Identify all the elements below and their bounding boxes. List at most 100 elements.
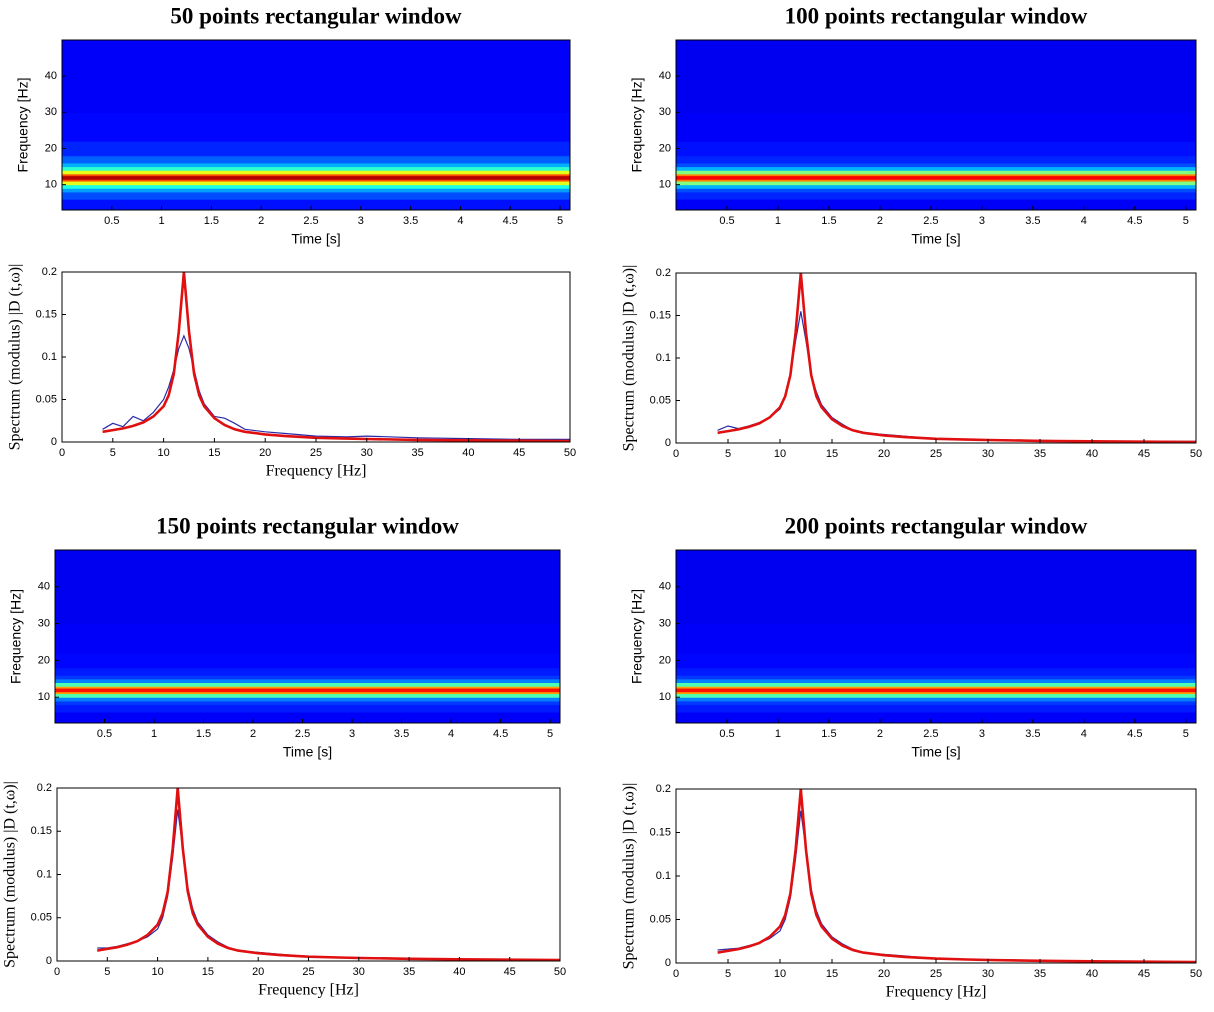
- y-tick-label: 0.1: [656, 352, 671, 364]
- y-tick-label: 0.1: [656, 870, 671, 882]
- x-tick-label: 3.5: [1025, 215, 1040, 227]
- spectrum-line: [717, 272, 1197, 444]
- y-tick-label: 0: [665, 957, 671, 969]
- x-tick-label: 0.5: [97, 728, 112, 740]
- x-tick-label: 20: [878, 448, 890, 460]
- x-axis-label: Time [s]: [291, 231, 340, 247]
- x-tick-label: 20: [252, 966, 264, 978]
- x-tick-label: 45: [504, 966, 516, 978]
- heat-cell: [62, 175, 570, 180]
- x-tick-label: 0: [673, 448, 679, 460]
- x-tick-label: 30: [361, 447, 373, 459]
- x-tick-label: 4.5: [503, 215, 518, 227]
- spectrogram-panel: 50 points rectangular window 0.5 1 1.5 2 2.5 3…: [15, 3, 571, 247]
- y-tick-label: 30: [659, 106, 671, 118]
- y-axis-label: Spectrum (modulus) |D (t,ω)|: [2, 781, 19, 968]
- heat-cell: [676, 175, 1196, 180]
- x-tick-label: 2: [877, 728, 883, 740]
- x-tick-label: 0: [673, 968, 679, 980]
- axes-box: [675, 788, 1197, 964]
- y-tick-label: 0.15: [650, 309, 671, 321]
- x-tick-label: 5: [104, 966, 110, 978]
- y-tick-label: 0.15: [650, 826, 671, 838]
- y-tick-label: 30: [659, 618, 671, 630]
- y-tick-label: 0: [46, 955, 52, 967]
- x-tick-label: 10: [157, 447, 169, 459]
- heat-cell: [62, 181, 570, 186]
- heat-cell: [62, 184, 570, 189]
- axes-box: [675, 272, 1197, 444]
- heat-cell: [55, 682, 560, 687]
- y-tick-label: 10: [659, 691, 671, 703]
- heat-cell: [55, 697, 560, 702]
- spectrum-panel: 0 5 10 15 20 25 30 35 40 45 50 0 0.05 0.1 0.15 0.2 Frequ…: [2, 781, 566, 999]
- x-tick-label: 1: [151, 728, 157, 740]
- y-tick-label: 30: [45, 106, 57, 118]
- x-tick-label: 45: [1138, 448, 1150, 460]
- x-tick-label: 5: [1183, 215, 1189, 227]
- heat-cell: [676, 686, 1196, 689]
- x-tick-label: 2.5: [923, 215, 938, 227]
- x-tick-label: 40: [453, 966, 465, 978]
- x-tick-label: 5: [547, 728, 553, 740]
- heat-cell: [62, 191, 570, 200]
- axes-box: [61, 271, 571, 443]
- x-tick-label: 4: [1081, 728, 1087, 740]
- y-axis-label: Spectrum (modulus) |D (t,ω)|: [7, 264, 24, 451]
- y-tick-label: 10: [45, 179, 57, 191]
- x-tick-label: 4: [457, 215, 463, 227]
- spectrum-line: [717, 788, 1197, 964]
- x-tick-label: 50: [1190, 968, 1202, 980]
- x-axis-label: Frequency [Hz]: [266, 463, 367, 480]
- y-axis-label: Frequency [Hz]: [8, 589, 24, 684]
- x-tick-label: 1.5: [196, 728, 211, 740]
- spectrum-line: [102, 334, 570, 440]
- heat-cell: [676, 682, 1196, 687]
- x-tick-label: 35: [1034, 968, 1046, 980]
- x-tick-label: 5: [557, 215, 563, 227]
- axes-box: [675, 549, 1197, 724]
- x-tick-label: 25: [310, 447, 322, 459]
- heat-cell: [676, 191, 1196, 200]
- x-tick-label: 1: [775, 215, 781, 227]
- x-axis-label: Time [s]: [911, 744, 960, 760]
- y-tick-label: 20: [659, 654, 671, 666]
- x-tick-label: 1: [159, 215, 165, 227]
- y-axis-label: Spectrum (modulus) |D (t,ω)|: [621, 265, 638, 452]
- y-tick-label: 0: [51, 436, 57, 448]
- y-tick-label: 30: [38, 618, 50, 630]
- y-tick-label: 0.2: [37, 782, 52, 794]
- x-tick-label: 3: [349, 728, 355, 740]
- heat-cell: [676, 179, 1196, 182]
- heat-cell: [676, 688, 1196, 693]
- y-tick-label: 20: [45, 142, 57, 154]
- x-tick-label: 1.5: [821, 728, 836, 740]
- y-tick-label: 0.2: [656, 783, 671, 795]
- x-axis-label: Frequency [Hz]: [258, 982, 359, 999]
- heat-cell: [676, 166, 1196, 171]
- x-tick-label: 1.5: [821, 215, 836, 227]
- y-tick-label: 0.05: [650, 394, 671, 406]
- y-tick-label: 0.05: [31, 912, 52, 924]
- x-tick-label: 1.5: [204, 215, 219, 227]
- spectrogram-panel: 200 points rectangular window 0.5 1 1.5 2 2.5…: [629, 513, 1197, 760]
- x-tick-label: 30: [982, 968, 994, 980]
- x-tick-label: 35: [411, 447, 423, 459]
- heat-cell: [676, 550, 1196, 625]
- x-tick-label: 25: [930, 448, 942, 460]
- x-tick-label: 4.5: [493, 728, 508, 740]
- heat-cell: [62, 188, 570, 193]
- heat-cell: [676, 693, 1196, 698]
- heat-cell: [676, 199, 1196, 211]
- heat-cell: [55, 550, 560, 625]
- y-tick-label: 0.15: [36, 308, 57, 320]
- y-axis-label: Spectrum (modulus) |D (t,ω)|: [621, 783, 638, 970]
- spectrum-panel: 0 5 10 15 20 25 30 35 40 45 50 0 0.05 0.1 0.15 0.2 Frequ…: [7, 264, 576, 480]
- y-tick-label: 40: [659, 70, 671, 82]
- spectrum-line: [717, 810, 1197, 963]
- x-tick-label: 15: [208, 447, 220, 459]
- axes-box: [54, 549, 561, 724]
- heat-cell: [676, 184, 1196, 189]
- spectrum-line: [102, 271, 571, 443]
